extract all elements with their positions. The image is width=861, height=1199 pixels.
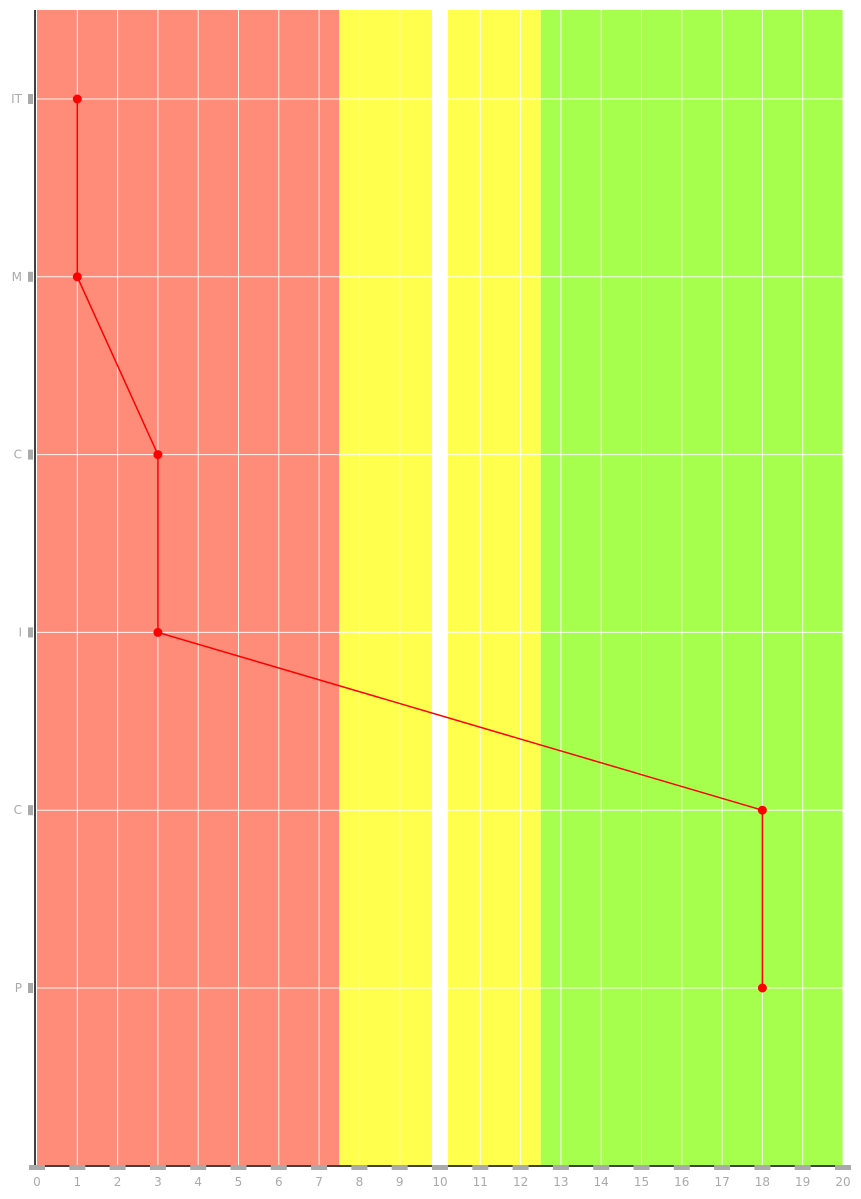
x-tick-label: 11 (473, 1175, 488, 1189)
y-axis-ticks: IT M C I C P (11, 92, 33, 995)
x-tick-mark (351, 1165, 368, 1170)
x-tick-label: 6 (275, 1175, 283, 1189)
band-3 (540, 10, 843, 1165)
x-tick-label: 10 (432, 1175, 447, 1189)
y-tick-label: C (14, 803, 22, 817)
x-tick-label: 12 (513, 1175, 528, 1189)
x-tick-label: 19 (795, 1175, 810, 1189)
x-tick-label: 3 (154, 1175, 162, 1189)
x-tick-mark (552, 1165, 569, 1170)
x-tick-label: 7 (315, 1175, 323, 1189)
x-tick-mark (714, 1165, 731, 1170)
x-tick-label: 1 (73, 1175, 81, 1189)
x-axis-ticks: 0 1 2 3 4 5 6 7 8 9 10 11 12 13 14 15 16 17 18 19 20 (29, 1165, 851, 1189)
x-tick-label: 4 (194, 1175, 202, 1189)
y-tick-mark (28, 627, 33, 638)
x-tick-mark (673, 1165, 690, 1170)
data-point (153, 627, 163, 637)
data-point (72, 94, 82, 104)
y-tick-label: I (18, 625, 22, 639)
x-tick-label: 9 (396, 1175, 404, 1189)
x-tick-label: 2 (114, 1175, 122, 1189)
data-point (757, 983, 767, 993)
x-tick-mark (149, 1165, 166, 1170)
y-tick-mark (28, 94, 33, 104)
x-tick-mark (190, 1165, 207, 1170)
x-tick-label: 15 (634, 1175, 649, 1189)
x-tick-label: 8 (356, 1175, 364, 1189)
y-tick-label: C (14, 448, 22, 462)
x-tick-mark (754, 1165, 771, 1170)
x-tick-label: 20 (835, 1175, 850, 1189)
x-tick-label: 0 (33, 1175, 41, 1189)
data-point (72, 272, 82, 282)
data-point (757, 805, 767, 815)
band-0 (37, 10, 340, 1165)
y-tick-mark (28, 805, 33, 816)
band-1 (339, 10, 432, 1165)
background-bands (37, 10, 843, 1165)
x-tick-mark (69, 1165, 86, 1170)
y-tick-label: P (15, 981, 22, 995)
y-tick-mark (28, 271, 33, 282)
data-point (153, 450, 163, 460)
y-tick-label: IT (11, 92, 23, 106)
x-tick-label: 5 (235, 1175, 243, 1189)
x-tick-mark (311, 1165, 328, 1170)
x-tick-label: 18 (755, 1175, 770, 1189)
x-tick-mark (391, 1165, 408, 1170)
x-tick-mark (512, 1165, 529, 1170)
x-tick-mark (593, 1165, 610, 1170)
x-tick-label: 17 (714, 1175, 729, 1189)
series-layer (72, 94, 767, 993)
y-tick-mark (28, 449, 33, 460)
grid-lines (37, 10, 844, 1165)
x-tick-label: 14 (594, 1175, 609, 1189)
x-tick-mark (270, 1165, 287, 1170)
x-tick-mark (633, 1165, 650, 1170)
x-tick-label: 13 (553, 1175, 568, 1189)
x-tick-mark (835, 1165, 851, 1170)
x-tick-mark (109, 1165, 126, 1170)
y-tick-mark (28, 983, 33, 993)
series-line (76, 99, 764, 988)
band-2 (448, 10, 541, 1165)
x-tick-mark (432, 1165, 448, 1170)
x-tick-label: 16 (674, 1175, 689, 1189)
x-tick-mark (230, 1165, 247, 1170)
x-tick-mark (472, 1165, 489, 1170)
x-tick-mark (794, 1165, 811, 1170)
y-tick-label: M (12, 270, 22, 284)
x-tick-mark (29, 1165, 45, 1170)
